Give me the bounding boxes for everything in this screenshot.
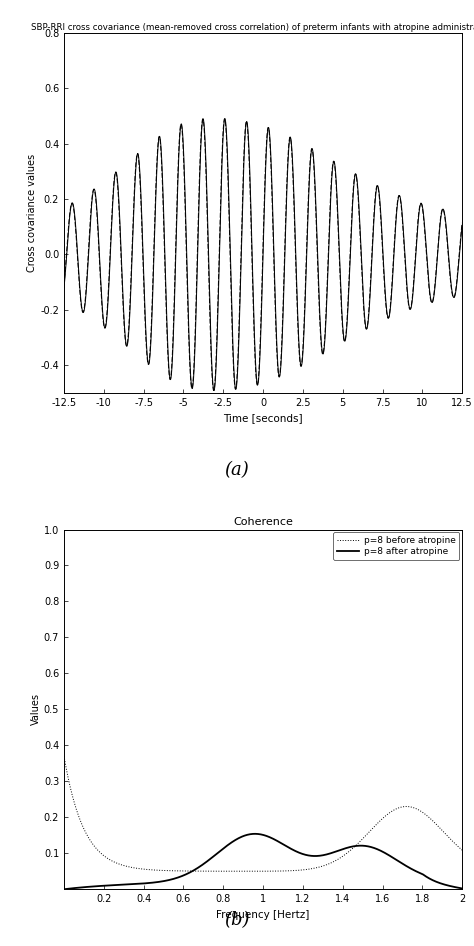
p=8 after atropine <box>335 845 341 856</box>
p=8 after atropine <box>102 880 108 891</box>
X-axis label: Frequency [Hertz]: Frequency [Hertz] <box>217 910 310 920</box>
p=8 before atropine <box>335 853 341 865</box>
Title: SBP-RRI cross covariance (mean-removed cross correlation) of preterm infants wit: SBP-RRI cross covariance (mean-removed c… <box>31 24 474 32</box>
p=8 before atropine <box>222 866 228 877</box>
p=8 after atropine <box>61 884 67 895</box>
p=8 after atropine <box>222 842 228 853</box>
p=8 before atropine <box>243 866 248 877</box>
p=8 before atropine <box>61 750 67 762</box>
Y-axis label: Values: Values <box>31 693 41 726</box>
p=8 before atropine <box>379 814 385 825</box>
Text: (b): (b) <box>224 911 250 930</box>
p=8 after atropine <box>379 846 385 857</box>
p=8 before atropine <box>459 845 465 856</box>
Text: (a): (a) <box>225 461 249 480</box>
X-axis label: Time [seconds]: Time [seconds] <box>223 413 303 423</box>
p=8 after atropine <box>372 843 378 854</box>
Line: p=8 before atropine: p=8 before atropine <box>64 756 462 871</box>
p=8 before atropine <box>237 866 242 877</box>
Y-axis label: Cross covariance values: Cross covariance values <box>27 154 37 272</box>
p=8 before atropine <box>102 850 108 862</box>
Legend: p=8 before atropine, p=8 after atropine: p=8 before atropine, p=8 after atropine <box>333 533 459 560</box>
p=8 after atropine <box>237 832 242 844</box>
Line: p=8 after atropine: p=8 after atropine <box>64 833 462 889</box>
p=8 after atropine <box>252 828 258 839</box>
p=8 before atropine <box>372 820 378 832</box>
Title: Coherence: Coherence <box>233 517 293 527</box>
p=8 after atropine <box>459 883 465 894</box>
